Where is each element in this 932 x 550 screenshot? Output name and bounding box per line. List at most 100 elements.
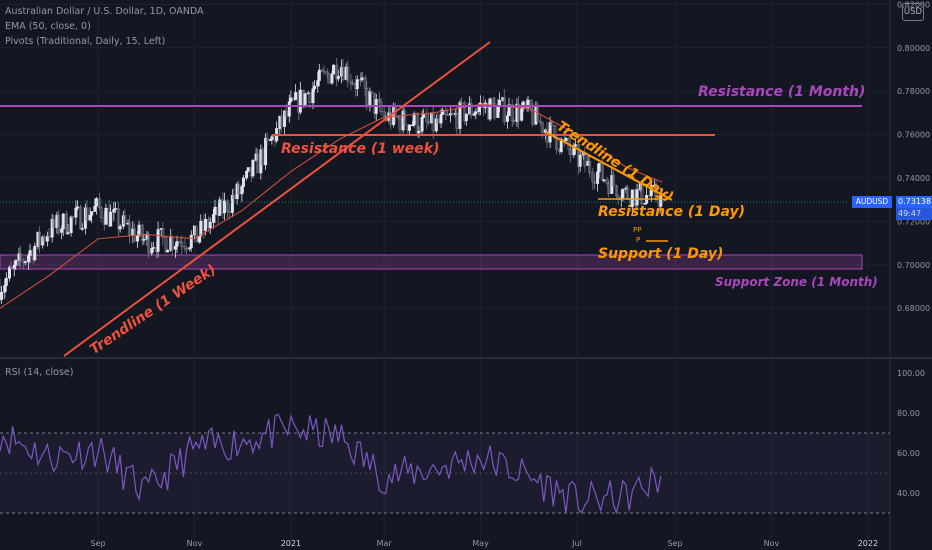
candle-body <box>235 183 239 199</box>
candle-body <box>118 225 122 230</box>
candle-body <box>339 67 343 77</box>
price-tick-label: 0.82000 <box>897 0 930 9</box>
currency-badge[interactable]: USD <box>902 3 924 21</box>
annotation-support-zone[interactable]: Support Zone (1 Month) <box>715 275 878 289</box>
candle-body <box>422 114 426 118</box>
pivots-legend[interactable]: Pivots (Traditional, Daily, 15, Left) <box>5 36 166 47</box>
candle-body <box>469 103 473 116</box>
annotation-support-day[interactable]: Support (1 Day) <box>598 246 724 262</box>
candle-body <box>74 207 78 218</box>
candle-body <box>346 66 350 82</box>
candle-body <box>548 122 552 143</box>
candle-body <box>256 153 260 174</box>
candle-body <box>166 249 170 253</box>
candle-body <box>246 167 250 172</box>
current-price-value: 0.73138 <box>896 196 932 208</box>
candle-body <box>510 104 514 121</box>
trendline-day <box>545 131 673 201</box>
candle-body <box>66 232 70 234</box>
candle-body <box>564 138 568 141</box>
candle-body <box>60 228 64 233</box>
candle-body <box>150 248 154 254</box>
chart-title: Australian Dollar / U.S. Dollar, 1D, OAN… <box>5 6 204 17</box>
candle-body <box>441 109 445 115</box>
candle-body <box>493 103 497 118</box>
rsi-legend[interactable]: RSI (14, close) <box>5 367 74 378</box>
candle-body <box>502 97 506 122</box>
candle-body <box>98 198 102 209</box>
candle-body <box>26 255 30 263</box>
candle-body <box>254 153 258 161</box>
candle-body <box>227 211 231 213</box>
annotation-resistance-month[interactable]: Resistance (1 Month) <box>698 84 866 100</box>
candle-body <box>69 216 73 233</box>
pivot-label-p: P <box>636 236 641 244</box>
candle-body <box>265 137 269 141</box>
symbol-label: AUDUSD <box>852 196 892 208</box>
candle-body <box>90 211 94 216</box>
time-tick-label: Mar <box>377 539 393 548</box>
candle-body <box>9 267 13 269</box>
candle-body <box>569 149 573 156</box>
time-tick-label: Sep <box>667 539 682 548</box>
candle-body <box>327 73 331 84</box>
candle-body <box>573 144 577 147</box>
candle-body <box>109 211 113 227</box>
candle-body <box>388 112 392 126</box>
candle-body <box>232 195 236 199</box>
candle-body <box>341 67 345 80</box>
candle-body <box>303 93 307 105</box>
candle-body <box>592 181 596 184</box>
candle-body <box>194 225 198 243</box>
candle-body <box>123 215 127 224</box>
rsi-tick-label: 80.00 <box>897 409 920 418</box>
candle-body <box>12 265 16 269</box>
candle-body <box>156 229 160 252</box>
candle-body <box>369 91 373 94</box>
candle-body <box>415 113 419 134</box>
candle-body <box>540 122 544 133</box>
candle-body <box>505 115 509 122</box>
candle-body <box>420 117 424 132</box>
candle-body <box>596 171 600 184</box>
candle-body <box>403 110 407 126</box>
price-tick-label: 0.72000 <box>897 217 930 226</box>
candle-body <box>317 69 321 81</box>
candle-body <box>80 228 84 230</box>
candle-body <box>322 70 326 73</box>
candle-body <box>401 110 405 131</box>
candle-body <box>635 189 639 206</box>
candle-body <box>330 73 334 84</box>
candle-body <box>61 213 65 230</box>
rsi-tick-label: 40.00 <box>897 489 920 498</box>
candle-body <box>28 250 32 256</box>
time-tick-label: May <box>472 539 489 548</box>
candle-body <box>434 118 438 132</box>
price-tick-label: 0.70000 <box>897 261 930 270</box>
time-tick-label: 2021 <box>281 539 301 548</box>
ema-legend[interactable]: EMA (50, close, 0) <box>5 21 91 32</box>
candle-body <box>316 80 320 87</box>
candle-body <box>50 218 54 238</box>
candle-body <box>294 92 298 101</box>
candle-body <box>211 214 215 223</box>
candle-body <box>33 245 37 261</box>
candle-body <box>517 103 521 121</box>
candle-body <box>180 241 184 247</box>
annotation-resistance-week[interactable]: Resistance (1 week) <box>281 141 440 157</box>
candle-body <box>298 89 302 113</box>
candle-body <box>131 228 135 236</box>
candle-body <box>245 170 249 179</box>
candle-body <box>128 222 132 236</box>
candle-body <box>213 206 217 215</box>
candle-body <box>94 198 98 207</box>
annotation-resistance-day[interactable]: Resistance (1 Day) <box>598 204 745 220</box>
candle-body <box>260 149 264 166</box>
candle-body <box>607 182 611 194</box>
candle-body <box>463 102 467 122</box>
candle-body <box>586 161 590 166</box>
candle-body <box>436 118 440 124</box>
candle-body <box>71 216 75 219</box>
candle-body <box>19 253 23 262</box>
